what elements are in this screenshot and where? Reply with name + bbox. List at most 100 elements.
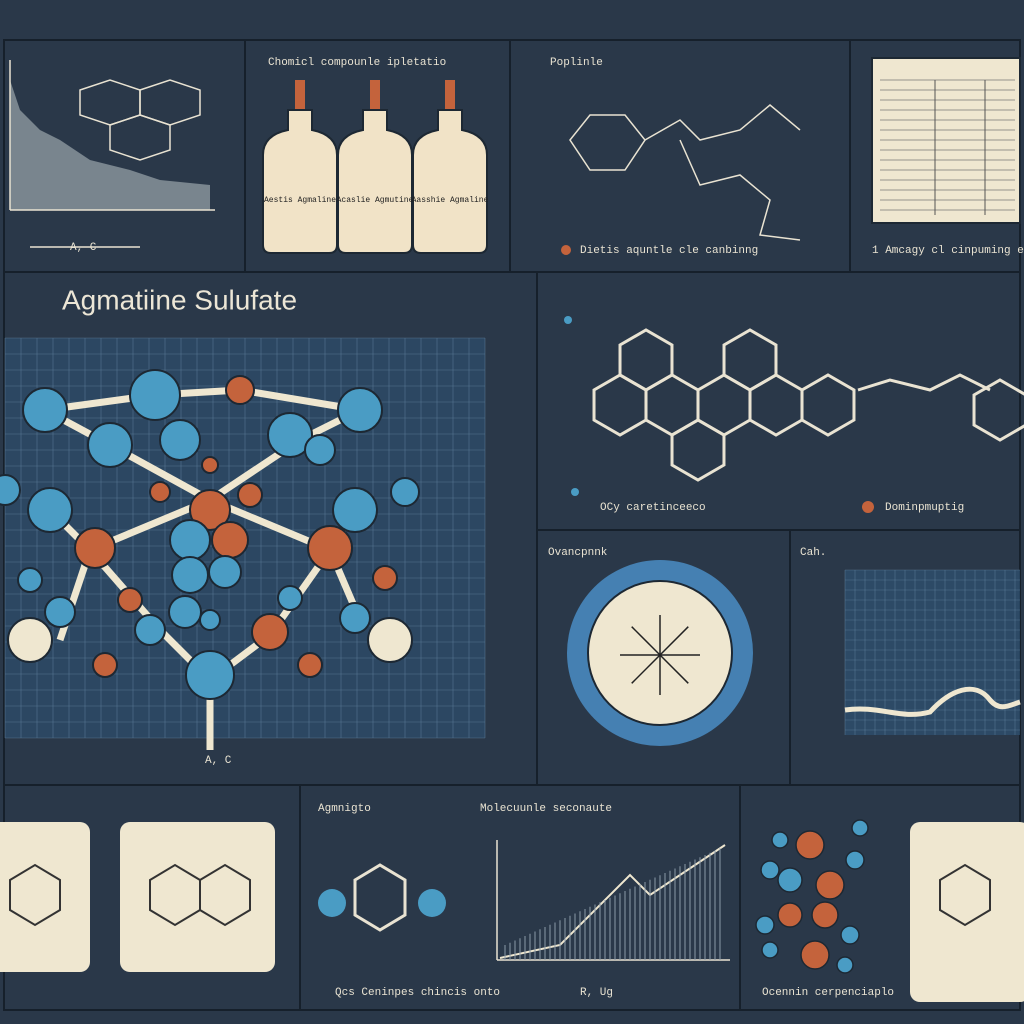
atom: [390, 477, 420, 507]
atom: [199, 609, 221, 631]
atom: [845, 850, 865, 870]
decoration: [620, 615, 700, 695]
atom: [251, 613, 289, 651]
label: Qcs Ceninpes chincis onto: [335, 987, 500, 999]
atom: [297, 652, 323, 678]
bottle-cap: [295, 80, 305, 110]
atom: [800, 940, 830, 970]
decoration: [644, 104, 801, 141]
atom: [836, 956, 854, 974]
spoke: [659, 654, 689, 684]
atom: [201, 456, 219, 474]
atom: [168, 595, 202, 629]
label: OCy caretinceeco: [600, 502, 706, 514]
decoration: [561, 245, 571, 255]
atom: [17, 567, 43, 593]
label: Cah.: [800, 547, 826, 559]
spoke: [659, 626, 689, 656]
atom: [771, 831, 789, 849]
atom: [761, 941, 779, 959]
atom: [755, 915, 775, 935]
spoke: [631, 626, 661, 656]
label: Agmatiine Sulufate: [62, 284, 297, 315]
ring: [670, 418, 726, 482]
decoration: [844, 569, 1020, 735]
ring: [972, 378, 1024, 442]
decoration: [418, 889, 446, 917]
decoration: [318, 889, 346, 917]
atom: [777, 902, 803, 928]
decoration: [571, 488, 579, 496]
label: Molecuunle seconaute: [480, 803, 612, 815]
decoration: [504, 848, 721, 960]
bottle-label: Aestis Agmaline: [264, 196, 336, 205]
label: 1 Amcagy cl cinpuming einonsens: [872, 245, 1024, 257]
atom: [225, 375, 255, 405]
atom: [44, 596, 76, 628]
atom: [337, 387, 383, 433]
bottle: [412, 109, 488, 254]
label: R, Ug: [580, 987, 613, 999]
atom: [159, 419, 201, 461]
bottle-label: Acaslie Agmutine: [337, 196, 414, 205]
atom: [171, 556, 209, 594]
atom: [372, 565, 398, 591]
atom: [129, 369, 181, 421]
atom: [267, 412, 313, 458]
bottle-cap: [370, 80, 380, 110]
decoration: [9, 863, 61, 927]
decoration: [564, 316, 572, 324]
decoration: [0, 822, 90, 972]
atom: [22, 387, 68, 433]
atom: [149, 481, 171, 503]
decoration: [939, 863, 991, 927]
decoration: [199, 863, 251, 927]
decoration: [880, 79, 1015, 215]
atom: [277, 585, 303, 611]
label: Ocennin cerpenciaplo: [762, 987, 894, 999]
label: A, C: [70, 242, 97, 254]
atom: [339, 602, 371, 634]
ring: [722, 328, 778, 392]
bond: [857, 373, 991, 392]
ring: [618, 328, 674, 392]
decoration: [120, 822, 275, 972]
atom: [795, 830, 825, 860]
atom: [211, 521, 249, 559]
spoke: [631, 654, 661, 684]
atom: [185, 650, 235, 700]
atom: [851, 819, 869, 837]
atom: [777, 867, 803, 893]
ring: [800, 373, 856, 437]
label: A, C: [205, 755, 232, 767]
atom: [7, 617, 53, 663]
bottle-label: Aasshie Agmaline: [412, 196, 489, 205]
atom: [27, 487, 73, 533]
atom: [304, 434, 336, 466]
atom: [134, 614, 166, 646]
label: Dominpmuptig: [885, 502, 964, 514]
decoration: [0, 369, 420, 750]
decoration: [10, 80, 210, 210]
atom: [208, 555, 242, 589]
atom: [92, 652, 118, 678]
bottle-cap: [445, 80, 455, 110]
atom: [760, 860, 780, 880]
label: Agmnigto: [318, 803, 371, 815]
decoration: [109, 114, 171, 161]
bottle: [337, 109, 413, 254]
atom: [367, 617, 413, 663]
atom: [117, 587, 143, 613]
atom: [332, 487, 378, 533]
decoration: [3, 39, 1021, 1011]
decoration: [592, 328, 1024, 482]
label: Chomicl compounle ipletatio: [268, 57, 446, 69]
atom: [811, 901, 839, 929]
atom: [169, 519, 211, 561]
decoration: [862, 501, 874, 513]
decoration: [871, 57, 1021, 224]
atom: [815, 870, 845, 900]
atom: [307, 525, 353, 571]
